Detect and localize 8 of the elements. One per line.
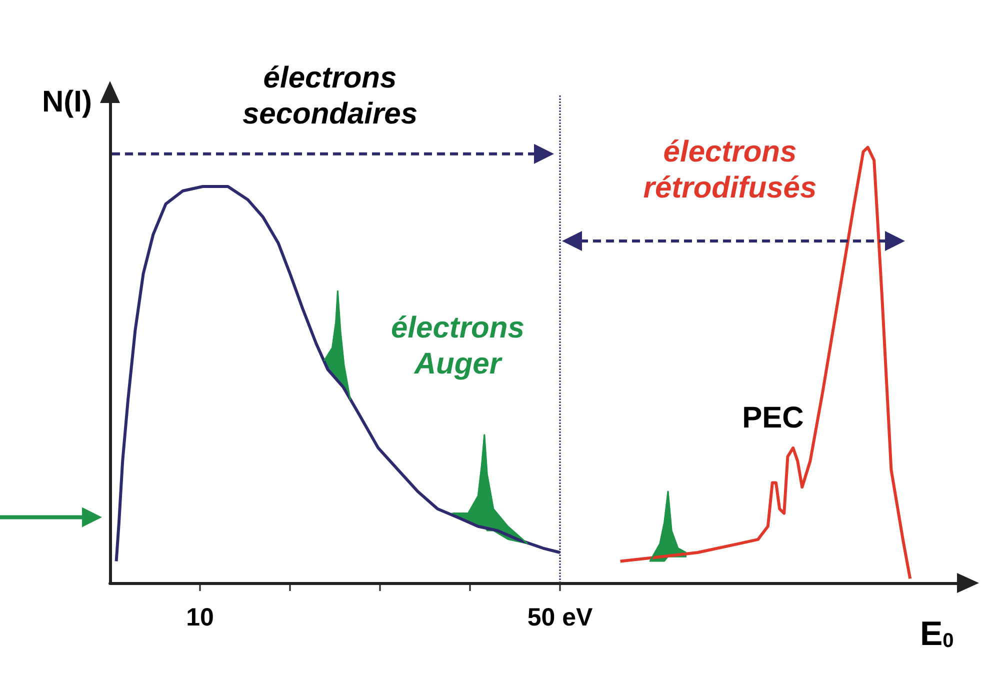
y-axis-title: N(I) (42, 86, 92, 118)
annotation: électrons rétrodifusés (643, 135, 817, 204)
text: électrons secondaires (242, 61, 418, 130)
x-tick-label: 10 (186, 604, 214, 632)
x-tick-label: 50 eV (527, 604, 593, 632)
annotation: électrons Auger (391, 312, 524, 381)
annotation: PEC (742, 402, 804, 434)
x-axis-title: E0 (920, 615, 954, 653)
